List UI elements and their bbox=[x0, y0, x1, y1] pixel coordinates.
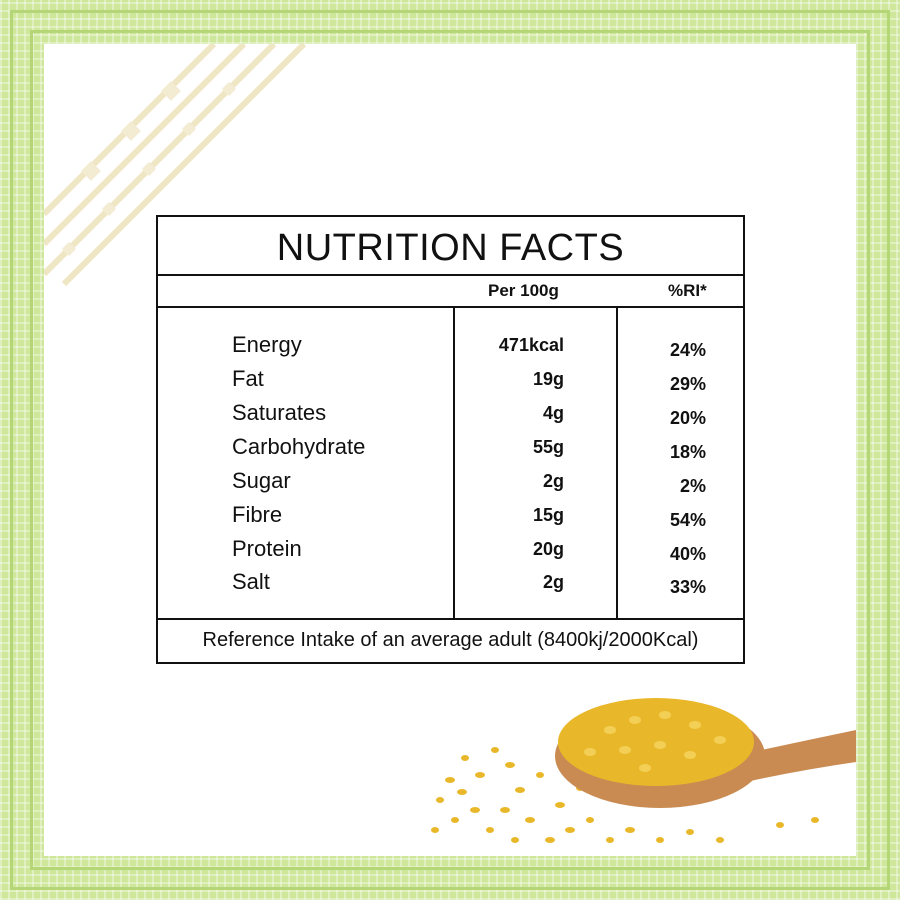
nutrient-amount: 2g bbox=[542, 572, 564, 592]
nutrient-amount: 15g bbox=[532, 505, 564, 525]
column-divider-2 bbox=[616, 307, 618, 619]
nutrient-amount: 19g bbox=[532, 369, 564, 389]
nutrient-ri: 54% bbox=[669, 510, 706, 530]
nutrient-amount: 20g bbox=[532, 539, 564, 559]
nutrient-amount: 4g bbox=[542, 403, 564, 423]
nutrient-name: Sugar bbox=[232, 468, 291, 493]
nutrient-amount: 2g bbox=[542, 471, 564, 491]
nutrition-table: NUTRITION FACTS Per 100g %RI* Energy 471… bbox=[156, 215, 745, 664]
table-row: Fibre 15g 54% bbox=[158, 502, 743, 532]
nutrient-name: Fat bbox=[232, 366, 264, 391]
nutrient-name: Carbohydrate bbox=[232, 434, 366, 459]
column-divider-1 bbox=[453, 307, 455, 619]
reference-intake-note: Reference Intake of an average adult (84… bbox=[202, 629, 699, 651]
table-row: Energy 471kcal 24% bbox=[158, 332, 743, 362]
nutrient-ri: 2% bbox=[679, 476, 706, 496]
wooden-spoon-with-lentils-icon bbox=[431, 698, 856, 843]
nutrient-name: Salt bbox=[232, 569, 270, 594]
nutrient-ri: 29% bbox=[669, 374, 706, 394]
table-row: Carbohydrate 55g 18% bbox=[158, 434, 743, 464]
nutrient-amount: 55g bbox=[532, 437, 564, 457]
table-row: Fat 19g 29% bbox=[158, 366, 743, 396]
ornamental-pattern-icon bbox=[44, 44, 307, 287]
border-stripe-inner bbox=[30, 30, 870, 870]
title-row: NUTRITION FACTS bbox=[158, 217, 743, 276]
footer-divider bbox=[158, 618, 743, 620]
nutrient-ri: 20% bbox=[669, 408, 706, 428]
nutrient-ri: 33% bbox=[669, 577, 706, 597]
nutrient-ri: 24% bbox=[669, 340, 706, 360]
header-row: Per 100g %RI* bbox=[158, 276, 743, 308]
per-100g-header: Per 100g bbox=[488, 281, 559, 300]
border-stripe-outer bbox=[10, 10, 890, 890]
nutrient-name: Protein bbox=[232, 536, 302, 561]
nutrient-name: Fibre bbox=[232, 502, 283, 527]
nutrient-ri: 40% bbox=[669, 544, 706, 564]
nutrient-amount: 471kcal bbox=[498, 335, 564, 355]
table-title: NUTRITION FACTS bbox=[276, 227, 625, 269]
table-row: Salt 2g 33% bbox=[158, 569, 743, 599]
table-row: Protein 20g 40% bbox=[158, 536, 743, 566]
nutrient-name: Energy bbox=[232, 332, 302, 357]
table-row: Sugar 2g 2% bbox=[158, 468, 743, 498]
ri-header: %RI* bbox=[668, 281, 707, 300]
nutrient-name: Saturates bbox=[232, 400, 327, 425]
nutrient-ri: 18% bbox=[669, 442, 706, 462]
table-row: Saturates 4g 20% bbox=[158, 400, 743, 430]
